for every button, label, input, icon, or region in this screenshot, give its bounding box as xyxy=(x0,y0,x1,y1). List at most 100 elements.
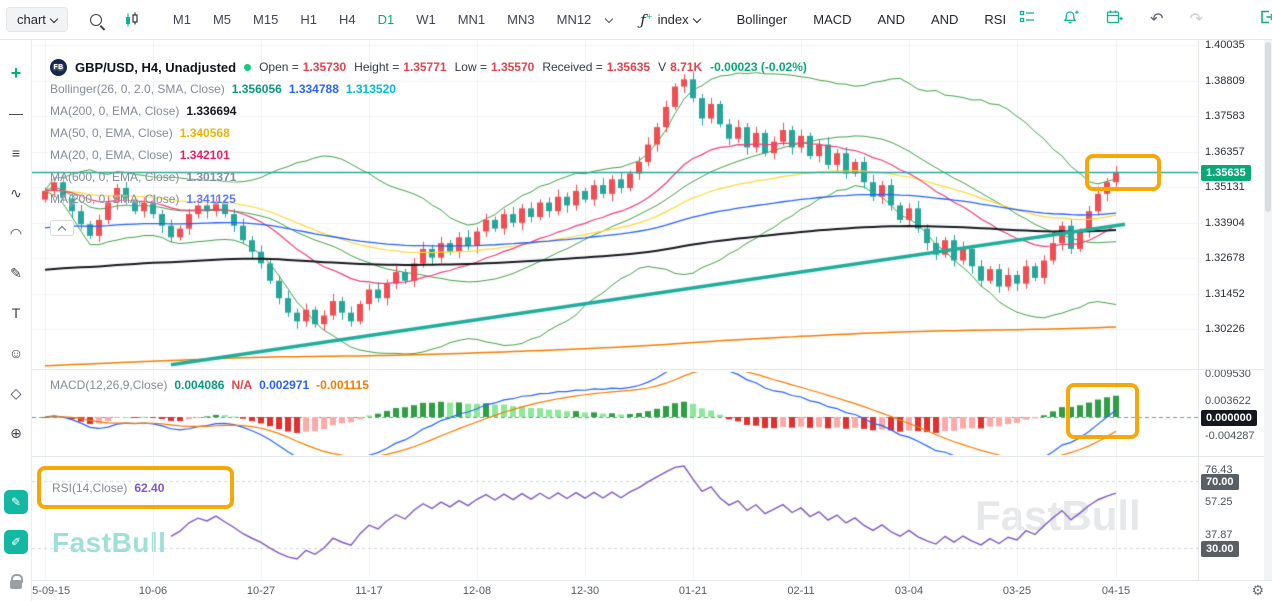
drawing-lock-icon[interactable]: ✎ xyxy=(4,490,28,514)
vertical-scrollbar[interactable] xyxy=(1264,40,1272,580)
date-label: 11-17 xyxy=(355,585,383,597)
timeframe-M5[interactable]: M5 xyxy=(212,12,232,27)
search-icon[interactable] xyxy=(89,13,102,26)
trend-line-icon[interactable]: — xyxy=(9,105,23,121)
timeframes-more-icon[interactable] xyxy=(605,14,614,23)
fib-retracement-icon[interactable]: ≡ xyxy=(11,145,21,161)
index-menu-button[interactable]: ƒ+ index xyxy=(640,10,701,29)
timeframe-H1[interactable]: H1 xyxy=(300,12,317,27)
timeframe-D1[interactable]: D1 xyxy=(377,12,395,27)
indicator-value: 1.336694 xyxy=(186,104,237,118)
toolbar-right-icons: ↶ ↷ xyxy=(1019,9,1272,30)
timeframe-MN12[interactable]: MN12 xyxy=(556,12,592,27)
pane-divider[interactable] xyxy=(32,456,1272,457)
timeframe-MN1[interactable]: MN1 xyxy=(457,12,486,27)
axis-label: 1.35131 xyxy=(1205,181,1245,194)
alert-add-icon[interactable] xyxy=(1062,9,1080,30)
symbol-logo: FB xyxy=(50,58,67,76)
timeframe-MN3[interactable]: MN3 xyxy=(507,12,535,27)
axis-label: 76.43 xyxy=(1205,464,1233,477)
crosshair-plus-icon[interactable]: + xyxy=(10,62,22,83)
axis-label: 57.25 xyxy=(1205,496,1233,509)
timeframe-H4[interactable]: H4 xyxy=(338,12,356,27)
timeframe-W1[interactable]: W1 xyxy=(416,12,436,27)
price-change: -0.00023 (-0.02%) xyxy=(710,60,807,74)
indicator-button-bollinger-0[interactable]: Bollinger xyxy=(736,12,788,27)
indicator-label: MA(600, 0, EMA, Close) xyxy=(50,170,180,184)
collapse-legend-button[interactable] xyxy=(50,220,74,236)
scrollbar-thumb[interactable] xyxy=(1265,42,1271,212)
axis-label: 0.009530 xyxy=(1205,367,1251,380)
date-label: 03-25 xyxy=(1002,585,1032,597)
indicator-button-and-2[interactable]: AND xyxy=(877,12,905,27)
indicator-legend-row[interactable]: MA(50, 0, EMA, Close) 1.340568 xyxy=(50,122,807,144)
exit-icon[interactable] xyxy=(1259,9,1272,30)
date-label: 025-09-15 xyxy=(19,585,71,597)
highlight-box[interactable] xyxy=(37,466,234,509)
chart-menu-button[interactable]: chart xyxy=(6,7,68,32)
indicator-value: 1.334788 xyxy=(288,82,339,96)
axis-label: -0.004287 xyxy=(1205,430,1255,443)
indicator-label: Bollinger(26, 0, 2.0, SMA, Close) xyxy=(50,82,225,96)
chevron-down-icon xyxy=(692,14,701,23)
axis-label: 1.40035 xyxy=(1205,39,1245,51)
top-toolbar: chart M1 M5 M15 H1 H4 D1 W1 MN1 MN3 MN12 ƒ+ index… xyxy=(0,0,1272,40)
calendar-add-icon[interactable] xyxy=(1106,9,1124,30)
indicator-button-group: Bollinger MACD AND AND RSI xyxy=(724,12,1019,27)
axis-badge: 0.000000 xyxy=(1201,410,1257,426)
indicator-label: MACD(12,26,9,Close) xyxy=(50,378,168,392)
ohlc-stat: Low = 1.35570 xyxy=(454,60,535,74)
date-label: 12-30 xyxy=(570,585,600,597)
indicator-value: 0.004086 xyxy=(174,378,225,392)
rsi-legend-row[interactable]: RSI(14,Close) 62.40 xyxy=(52,477,164,499)
timeframe-group: M1 M5 M15 H1 H4 D1 W1 MN1 MN3 MN12 xyxy=(162,12,614,27)
candlestick-style-icon[interactable] xyxy=(124,12,140,28)
time-axis[interactable]: 025-09-15 10-06 10-27 11-17 12-08 12-30 01-21 0… xyxy=(20,580,1272,601)
highlight-box[interactable] xyxy=(1085,154,1161,191)
indicator-legend-row[interactable]: MA(20, 0, EMA, Close) 1.342101 xyxy=(50,144,807,166)
emoji-icon[interactable]: ☺ xyxy=(8,345,24,361)
indicator-button-and-3[interactable]: AND xyxy=(930,12,959,27)
highlight-box[interactable] xyxy=(1066,383,1139,439)
fx-icon: ƒ+ xyxy=(640,10,653,29)
zoom-in-icon[interactable]: ⊕ xyxy=(10,424,22,441)
symbol-title: GBP/USD, H4, Unadjusted xyxy=(75,59,237,75)
chevron-down-icon xyxy=(49,14,59,23)
arc-tool-icon[interactable]: ◠ xyxy=(9,224,23,241)
indicator-legend-row[interactable]: Bollinger(26, 0, 2.0, SMA, Close) 1.35605… xyxy=(50,78,807,100)
price-axis[interactable]: 1.40035 1.38809 1.37583 1.36357 1.35131 1.339… xyxy=(1198,39,1264,580)
market-open-dot xyxy=(244,63,252,71)
date-label: 02-11 xyxy=(787,585,815,597)
brush-icon[interactable]: ✎ xyxy=(10,264,22,281)
layout-panels-icon[interactable] xyxy=(1019,9,1036,30)
indicator-value: 1.356056 xyxy=(231,82,282,96)
indicator-legend-row[interactable]: MA(200, 0, EMA, Close) 1.336694 xyxy=(50,100,807,122)
text-tool-icon[interactable]: T xyxy=(11,305,21,321)
indicator-button-macd-1[interactable]: MACD xyxy=(813,12,852,27)
index-menu-label: index xyxy=(657,12,689,27)
indicator-value: 1.342101 xyxy=(179,148,230,162)
pane-divider[interactable] xyxy=(32,369,1272,370)
rsi-legend: RSI(14,Close) 62.40 xyxy=(52,477,164,499)
brush-lock-icon[interactable]: ✐ xyxy=(4,530,28,554)
elliott-wave-icon[interactable]: ∿ xyxy=(10,184,22,201)
indicator-value: 1.313520 xyxy=(345,82,396,96)
lock-icon[interactable] xyxy=(10,574,23,589)
indicator-button-rsi-4[interactable]: RSI xyxy=(984,12,1007,27)
indicator-value: 1.340568 xyxy=(179,126,230,140)
indicator-label: MA(20, 0, EMA, Close) xyxy=(50,148,173,162)
timeframe-M1[interactable]: M1 xyxy=(172,12,191,27)
main-legend: FB GBP/USD, H4, Unadjusted Open = 1.35730 He… xyxy=(50,56,807,210)
measure-icon[interactable]: ◇ xyxy=(10,384,22,401)
date-label: 10-06 xyxy=(138,585,168,597)
price-chart-canvas[interactable] xyxy=(32,40,1198,580)
indicator-value: 1.301371 xyxy=(186,170,237,184)
axis-label: 1.36357 xyxy=(1205,145,1245,158)
timeframe-M15[interactable]: M15 xyxy=(253,12,279,27)
undo-icon[interactable]: ↶ xyxy=(1150,10,1164,28)
redo-icon[interactable]: ↷ xyxy=(1189,10,1203,28)
macd-legend-row[interactable]: MACD(12,26,9,Close) 0.004086 N/A 0.002971 -0… xyxy=(50,374,369,396)
indicator-legend-row[interactable]: MA(200, 0, SMA, Close) 1.341125 xyxy=(50,188,807,210)
settings-gear-icon[interactable]: ⚙ xyxy=(1251,582,1264,598)
indicator-legend-row[interactable]: MA(600, 0, EMA, Close) 1.301371 xyxy=(50,166,807,188)
